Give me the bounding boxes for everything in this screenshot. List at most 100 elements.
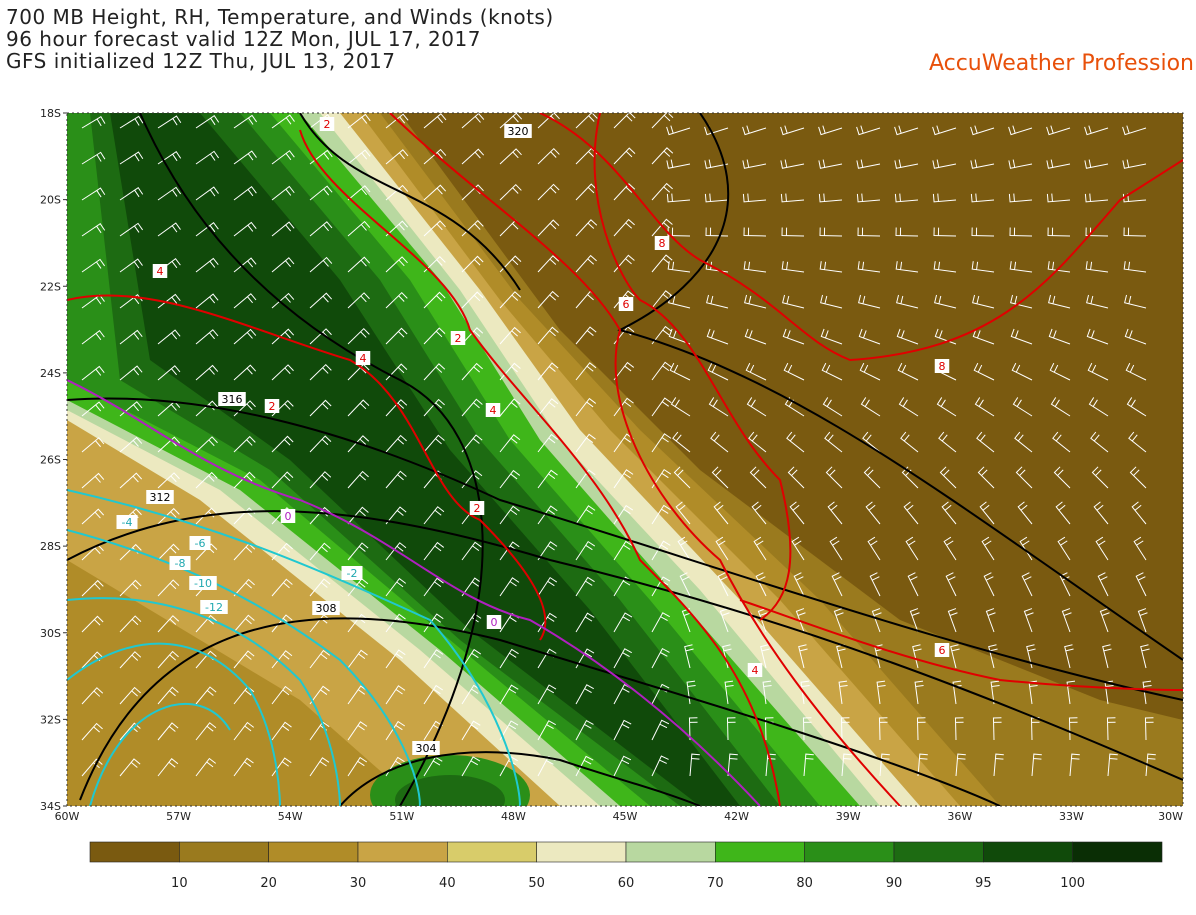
wind-barb [195,257,219,273]
contour-label: 8 [659,237,666,250]
wind-barb [119,294,143,309]
colorbar-label: 90 [886,876,903,891]
wind-barb [760,644,770,669]
wind-barb [271,292,295,309]
wind-barb [537,505,558,525]
wind-barb [707,362,729,381]
colorbar-swatch [89,841,180,863]
contour-label-box [355,351,371,365]
lat-label: 18S [40,107,61,120]
wind-barb [575,219,598,237]
lon-label: 60W [55,810,80,823]
wind-barb [385,220,409,237]
wind-barb [347,327,370,345]
wind-barb [829,536,843,561]
wind-barb [1102,644,1112,669]
wind-barb [309,185,333,201]
wind-barb [499,684,519,705]
wind-barb [898,397,919,417]
wind-barb [499,255,522,273]
wind-barb [744,328,767,345]
wind-barb [461,362,483,381]
wind-barb [1026,644,1036,669]
wind-barb [195,293,219,309]
wind-barb [347,185,371,201]
contour-label-box [412,741,440,755]
wind-barb [461,291,484,309]
lon-label: 51W [389,810,414,823]
wind-barb [841,753,852,777]
wind-barb [858,328,881,345]
wind-barb [704,193,729,203]
wind-barb [423,434,445,453]
wind-barb [1064,644,1074,669]
wind-barb [195,471,218,489]
wind-barb [195,722,217,741]
wind-barb [1144,717,1154,741]
wind-barb [976,431,995,453]
wind-barb [667,227,691,237]
wind-barb [1009,261,1033,273]
wind-barb [970,125,995,136]
contour-label: 304 [416,742,437,755]
wind-barb [1086,294,1109,309]
wind-barb [667,261,691,273]
wind-barb [613,648,632,669]
colorbar-label: 60 [618,876,635,891]
wind-barb [1057,536,1071,561]
lon-label: 30W [1158,810,1183,823]
wind-barb [157,115,182,129]
colorbar-swatch [983,841,1073,863]
wind-barb [81,401,105,417]
wind-barb [423,255,446,273]
wind-barb [575,505,596,525]
wind-barb [727,753,738,777]
wind-barb [157,722,179,741]
wind-barb [876,680,886,705]
wind-barb [385,577,407,597]
wind-barb [309,685,330,705]
lat-label: 30S [40,627,61,640]
contour-label: 2 [324,118,331,131]
wind-barb [900,431,919,453]
wind-barb [950,644,960,669]
wind-barb [781,261,805,273]
wind-barb [970,193,995,203]
wind-barb [499,577,520,597]
wind-barb [309,757,330,777]
wind-barb [1049,362,1071,381]
wind-barb [1093,501,1109,525]
wind-barb [233,186,257,201]
contour-label: 2 [474,502,481,515]
contour-label-box [319,117,335,131]
wind-barb [537,326,559,345]
wind-barb [651,504,671,525]
wind-barb [423,327,446,345]
wind-barb [575,612,595,633]
wind-barb [119,758,141,777]
wind-barb [865,501,881,525]
wind-barb [385,685,406,705]
wind-barb [896,328,919,345]
wind-barb [757,608,768,633]
wind-barb [819,261,843,273]
wind-barb [347,756,368,777]
wind-barb [309,471,332,489]
wind-barb [860,397,881,417]
wind-barb [1123,261,1147,273]
colorbar-label: 70 [707,876,724,891]
wind-barb [309,435,332,453]
wind-barb [708,397,729,417]
wind-barb [1099,608,1110,633]
wind-barb [651,147,674,165]
wind-barb [613,397,634,417]
wind-barb [1123,227,1147,237]
wind-barb [795,608,806,633]
wind-barb [233,221,257,237]
wind-barb [917,753,928,777]
wind-barb [651,182,673,201]
wind-barb [993,753,1004,777]
wind-barb [385,327,408,345]
colorbar-swatch [804,841,895,863]
wind-barb [1137,608,1148,633]
